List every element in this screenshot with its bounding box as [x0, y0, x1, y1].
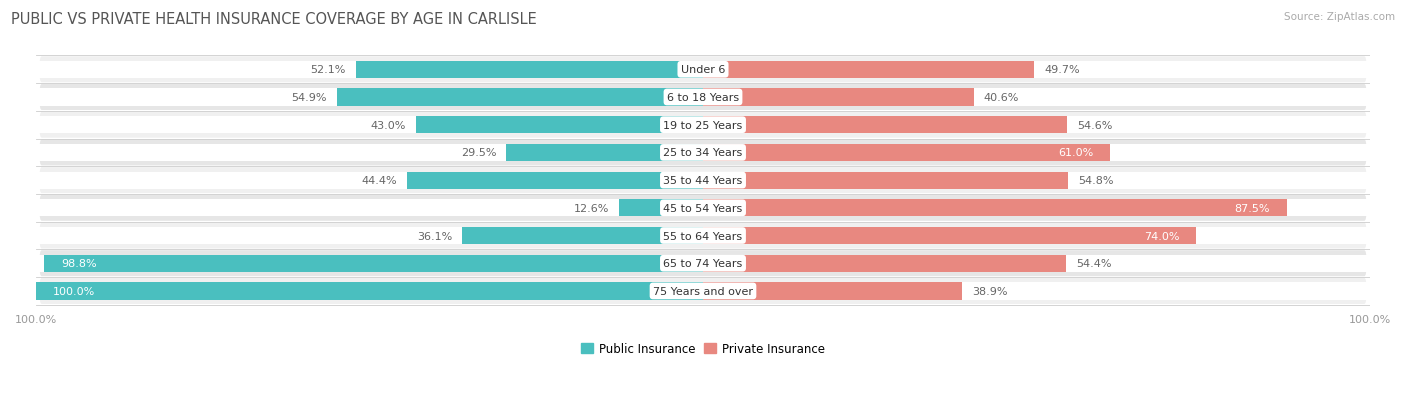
Bar	[703, 200, 1286, 217]
Bar	[703, 172, 1069, 189]
Bar	[703, 282, 1369, 300]
Bar	[37, 228, 703, 244]
Text: 75 Years and over: 75 Years and over	[652, 286, 754, 296]
Bar	[37, 62, 703, 78]
Text: 6 to 18 Years: 6 to 18 Years	[666, 93, 740, 103]
Text: 74.0%: 74.0%	[1144, 231, 1180, 241]
Bar	[619, 200, 703, 217]
Text: 25 to 34 Years: 25 to 34 Years	[664, 148, 742, 158]
Text: PUBLIC VS PRIVATE HEALTH INSURANCE COVERAGE BY AGE IN CARLISLE: PUBLIC VS PRIVATE HEALTH INSURANCE COVER…	[11, 12, 537, 27]
Text: Source: ZipAtlas.com: Source: ZipAtlas.com	[1284, 12, 1395, 22]
Text: 54.8%: 54.8%	[1078, 176, 1114, 186]
Bar	[703, 255, 1369, 272]
Text: 52.1%: 52.1%	[311, 65, 346, 75]
Text: 44.4%: 44.4%	[361, 176, 396, 186]
Bar	[703, 200, 1369, 217]
Bar	[44, 255, 703, 272]
Text: 87.5%: 87.5%	[1234, 203, 1270, 213]
FancyBboxPatch shape	[39, 223, 1367, 249]
Bar	[37, 117, 703, 134]
Bar	[37, 89, 703, 106]
Bar	[37, 200, 703, 217]
Bar	[703, 145, 1369, 161]
Bar	[406, 172, 703, 189]
Bar	[703, 145, 1109, 161]
Bar	[506, 145, 703, 161]
FancyBboxPatch shape	[39, 57, 1367, 83]
Bar	[703, 89, 974, 106]
Bar	[703, 228, 1197, 244]
Bar	[37, 282, 703, 300]
Text: 29.5%: 29.5%	[461, 148, 496, 158]
Text: 54.6%: 54.6%	[1077, 121, 1112, 131]
FancyBboxPatch shape	[39, 251, 1367, 277]
Text: 40.6%: 40.6%	[984, 93, 1019, 103]
Bar	[703, 117, 1067, 134]
Bar	[703, 255, 1066, 272]
Bar	[703, 62, 1035, 78]
FancyBboxPatch shape	[39, 112, 1367, 138]
FancyBboxPatch shape	[39, 168, 1367, 194]
Bar	[463, 228, 703, 244]
Text: 12.6%: 12.6%	[574, 203, 609, 213]
FancyBboxPatch shape	[39, 195, 1367, 221]
Legend: Public Insurance, Private Insurance: Public Insurance, Private Insurance	[576, 337, 830, 360]
FancyBboxPatch shape	[39, 140, 1367, 166]
Text: 55 to 64 Years: 55 to 64 Years	[664, 231, 742, 241]
Bar	[703, 89, 1369, 106]
Text: 98.8%: 98.8%	[60, 259, 97, 268]
Text: 65 to 74 Years: 65 to 74 Years	[664, 259, 742, 268]
Bar	[356, 62, 703, 78]
Bar	[337, 89, 703, 106]
Text: 19 to 25 Years: 19 to 25 Years	[664, 121, 742, 131]
Bar	[703, 282, 963, 300]
Text: 54.9%: 54.9%	[291, 93, 326, 103]
Text: 61.0%: 61.0%	[1057, 148, 1092, 158]
Text: 35 to 44 Years: 35 to 44 Years	[664, 176, 742, 186]
FancyBboxPatch shape	[39, 85, 1367, 111]
Text: 54.4%: 54.4%	[1076, 259, 1111, 268]
Text: 38.9%: 38.9%	[973, 286, 1008, 296]
Bar	[37, 255, 703, 272]
Bar	[416, 117, 703, 134]
Text: 45 to 54 Years: 45 to 54 Years	[664, 203, 742, 213]
Bar	[703, 228, 1369, 244]
Text: 36.1%: 36.1%	[418, 231, 453, 241]
FancyBboxPatch shape	[39, 278, 1367, 304]
Bar	[703, 62, 1369, 78]
Bar	[37, 282, 703, 300]
Bar	[37, 172, 703, 189]
Bar	[703, 117, 1369, 134]
Bar	[37, 145, 703, 161]
Text: 49.7%: 49.7%	[1045, 65, 1080, 75]
Text: Under 6: Under 6	[681, 65, 725, 75]
Bar	[703, 172, 1369, 189]
Text: 43.0%: 43.0%	[371, 121, 406, 131]
Text: 100.0%: 100.0%	[53, 286, 96, 296]
